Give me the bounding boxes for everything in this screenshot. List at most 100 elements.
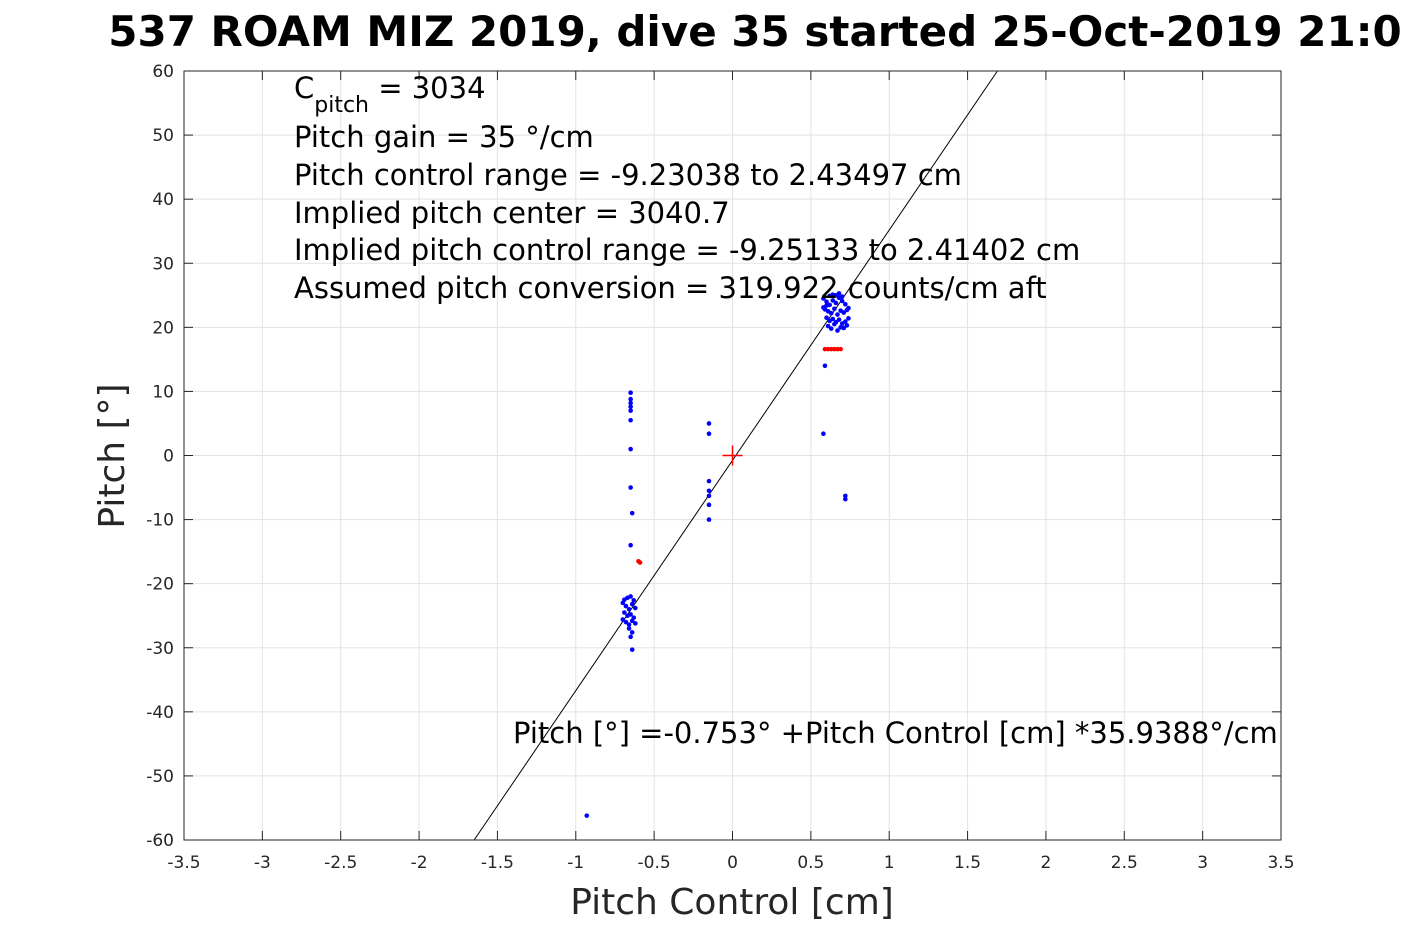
data-point: [629, 618, 635, 624]
x-tick-label: 0.5: [797, 853, 824, 873]
data-point: [836, 317, 842, 322]
data-point: [706, 517, 712, 522]
data-point: [824, 303, 829, 308]
data-point: [633, 605, 638, 611]
data-point: [631, 598, 637, 603]
data-point: [628, 404, 633, 410]
x-tick-label: 2: [1041, 853, 1052, 873]
x-axis-label: Pitch Control [cm]: [570, 882, 894, 923]
data-point: [584, 813, 590, 818]
x-tick-label: 3.5: [1267, 853, 1294, 873]
data-point: [846, 316, 851, 321]
data-point: [626, 622, 632, 627]
implied-pitch-center-annotation: Implied pitch center = 3040.7: [294, 196, 730, 230]
y-tick-label: -50: [146, 767, 174, 787]
cpitch-symbol: C: [294, 71, 314, 105]
x-tick-label: -2.5: [324, 853, 357, 873]
data-point: [628, 446, 633, 452]
data-point: [824, 299, 829, 305]
x-tick-labels: -3.5 -3 -2.5 -2 -1.5 -1 -0.5 0 0.5 1 1.5 2 2.5 3 3.5: [167, 853, 1294, 873]
data-point: [832, 306, 837, 312]
data-point: [835, 312, 840, 317]
data-point: [828, 326, 834, 331]
data-point: [633, 621, 638, 626]
x-tick-label: 2.5: [1111, 853, 1138, 873]
data-point: [824, 315, 829, 321]
cpitch-value: = 3034: [369, 71, 486, 105]
pitch-gain-annotation: Pitch gain = 35 °/cm: [294, 120, 594, 154]
pitch-control-range-annotation: Pitch control range = -9.23038 to 2.4349…: [294, 158, 962, 192]
ticks: [183, 70, 1282, 841]
data-point: [623, 603, 629, 609]
data-point: [841, 325, 847, 331]
data-point: [629, 601, 635, 607]
data-point: [843, 301, 848, 307]
data-point: [828, 310, 834, 316]
fit-equation-annotation: Pitch [°] =-0.753° +Pitch Control [cm] *…: [513, 716, 1278, 750]
x-tick-label: -1.5: [481, 853, 514, 873]
y-tick-label: 60: [152, 62, 174, 82]
assumed-pitch-conversion-annotation: Assumed pitch conversion = 319.922 count…: [294, 271, 1047, 305]
data-point: [623, 619, 629, 625]
y-tick-label: 20: [152, 318, 174, 338]
data-point: [830, 316, 836, 322]
data-point: [628, 485, 633, 490]
cpitch-subscript: pitch: [314, 93, 369, 118]
x-tick-label: 3: [1197, 853, 1208, 873]
data-point: [628, 594, 633, 599]
x-tick-label: 0: [727, 853, 738, 873]
data-points: [584, 291, 851, 818]
y-axis-label: Pitch [°]: [92, 383, 133, 528]
x-tick-label: -3.5: [167, 853, 200, 873]
data-point: [628, 612, 633, 617]
data-point: [843, 496, 848, 502]
data-point: [626, 607, 632, 612]
data-point: [836, 291, 842, 296]
data-point: [620, 617, 626, 622]
y-tick-label: -60: [146, 831, 174, 851]
data-point: [821, 296, 826, 301]
implied-pitch-control-range-annotation: Implied pitch control range = -9.25133 t…: [294, 233, 1080, 267]
x-tick-label: -0.5: [638, 853, 671, 873]
data-point: [832, 321, 837, 327]
data-point: [843, 493, 848, 499]
data-point: [622, 610, 627, 615]
y-tick-label: -40: [146, 703, 174, 723]
data-point: [706, 493, 712, 499]
y-tick-label: 0: [163, 447, 174, 467]
data-point: [833, 300, 839, 306]
y-tick-label: 50: [152, 126, 174, 146]
data-point: [825, 323, 831, 329]
data-point: [843, 319, 848, 324]
x-tick-label: 1: [884, 853, 895, 873]
data-point: [839, 298, 845, 304]
data-point: [629, 510, 635, 516]
y-tick-label: -20: [146, 575, 174, 595]
data-point: [706, 502, 712, 508]
data-point: [629, 647, 635, 652]
data-point: [821, 431, 826, 437]
data-point: [841, 310, 847, 315]
x-tick-label: -3: [254, 853, 271, 873]
data-point: [706, 478, 712, 484]
data-point: [706, 431, 712, 437]
cpitch-annotation: Cpitch = 3034: [294, 71, 486, 118]
data-point: [628, 634, 633, 640]
data-point: [846, 305, 851, 311]
data-point: [636, 558, 641, 564]
data-point: [827, 293, 832, 299]
y-tick-label: -10: [146, 511, 174, 531]
data-point: [628, 408, 633, 413]
y-tick-label: 10: [152, 382, 174, 402]
data-point: [628, 390, 633, 395]
data-point: [838, 346, 843, 352]
x-tick-label: -2: [411, 853, 428, 873]
data-point: [628, 417, 633, 423]
y-tick-label: 30: [152, 254, 174, 274]
data-point: [844, 323, 850, 328]
data-point: [628, 542, 633, 548]
x-tick-label: 1.5: [954, 853, 981, 873]
data-point: [628, 400, 633, 406]
data-point: [839, 294, 845, 299]
